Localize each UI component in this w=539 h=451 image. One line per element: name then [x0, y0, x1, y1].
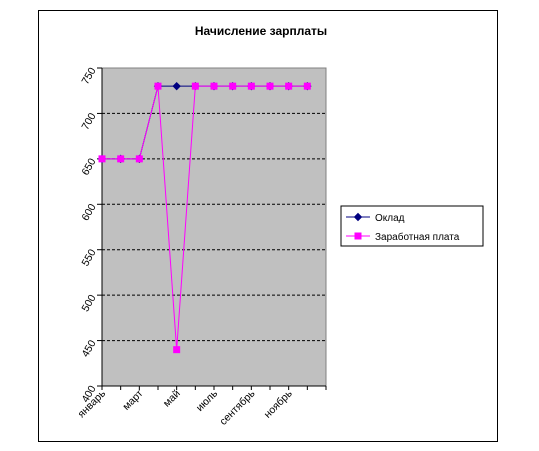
series-1-point-5 [191, 82, 199, 90]
y-tick-label-700: 700 [79, 111, 98, 132]
y-tick-label-650: 650 [79, 156, 98, 177]
y-tick-label-750: 750 [79, 65, 98, 86]
series-1-point-2 [135, 155, 143, 163]
chart-title: Начисление зарплаты [195, 24, 327, 38]
series-1-point-4 [173, 346, 181, 354]
x-tick-label-ноябрь: ноябрь [262, 387, 295, 420]
legend: Оклад Заработная плата [340, 205, 484, 247]
x-tick-label-март: март [120, 388, 145, 413]
legend-label-0: Оклад [375, 213, 405, 224]
series-1-point-6 [210, 82, 218, 90]
series-1-point-3 [154, 82, 162, 90]
legend-box [340, 205, 484, 247]
y-tick-label-500: 500 [79, 293, 98, 314]
chart-frame: Начисление зарплаты 400 450 500 550 600 650 70… [38, 10, 498, 442]
legend-marker-1 [354, 232, 362, 240]
y-tick-label-450: 450 [79, 338, 98, 359]
x-tick-label-май: май [161, 388, 183, 410]
series-1-point-11 [303, 82, 311, 90]
y-tick-label-550: 550 [79, 247, 98, 268]
plot-background [101, 67, 327, 387]
series-1-point-7 [229, 82, 237, 90]
series-1-point-1 [117, 155, 125, 163]
x-tick-label-сентябрь: сентябрь [217, 387, 257, 427]
series-1-point-8 [247, 82, 255, 90]
x-tick-label-июль: июль [194, 387, 221, 414]
series-1-point-0 [98, 155, 106, 163]
legend-marker-0 [353, 212, 363, 222]
y-tick-label-600: 600 [79, 202, 98, 223]
legend-label-1: Заработная плата [375, 231, 460, 243]
series-1-point-9 [266, 82, 274, 90]
series-1-point-10 [285, 82, 293, 90]
series-0-point-4 [172, 81, 181, 91]
chart-svg: Начисление зарплаты 40045050055060065070… [76, 24, 484, 428]
